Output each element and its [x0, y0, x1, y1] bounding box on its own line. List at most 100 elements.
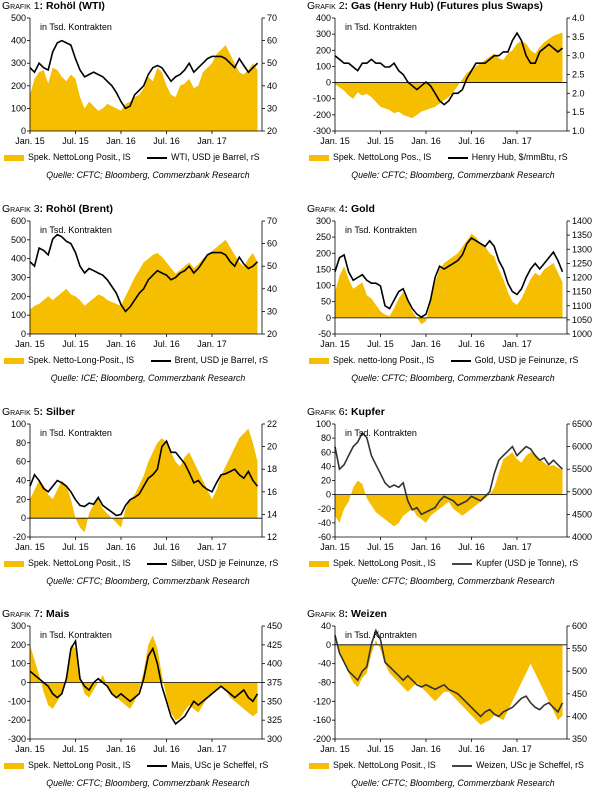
right-tick-label: 550 — [572, 644, 587, 654]
right-tick-label: 1.0 — [572, 126, 585, 136]
right-tick-label: 375 — [267, 678, 282, 688]
right-tick-label: 70 — [267, 216, 277, 226]
legend-swatch-area — [309, 560, 329, 567]
legend-item-position: Spek. NettoLong Posit., lS — [4, 152, 131, 162]
legend-item-position: Spek. NettoLong Posit., lS — [309, 558, 436, 568]
x-tick-label: Jan. 17 — [502, 744, 532, 754]
chart-panel-brent: Grafik 3: Rohöl (Brent) 0 100 200 300 400 500… — [0, 203, 296, 405]
x-tick-label: Jul. 15 — [62, 744, 89, 754]
legend-item-price: Brent, USD je Barrel, rS — [150, 355, 268, 365]
right-tick-label: 70 — [267, 13, 277, 23]
left-tick-label: -20 — [13, 532, 26, 542]
x-tick-label: Jan. 17 — [197, 136, 227, 146]
right-tick-label: 12 — [267, 532, 277, 542]
right-tick-label: 16 — [267, 487, 277, 497]
legend-swatch-line — [450, 359, 471, 362]
right-tick-label: 3.5 — [572, 32, 585, 42]
x-tick-label: Jul. 16 — [458, 136, 485, 146]
left-tick-label: 0 — [21, 678, 26, 688]
left-tick-label: 200 — [11, 640, 26, 650]
right-tick-label: 325 — [267, 715, 282, 725]
x-tick-label: Jan. 17 — [502, 542, 532, 552]
left-tick-label: -40 — [318, 659, 331, 669]
right-tick-label: 40 — [267, 81, 277, 91]
right-tick-label: 60 — [267, 36, 277, 46]
left-tick-label: 50 — [321, 297, 331, 307]
x-tick-label: Jul. 16 — [458, 744, 485, 754]
line-series-price — [334, 236, 564, 318]
chart-panel-wti: Grafik 1: Rohöl (WTI) 0 100 200 300 400 500 20… — [0, 0, 296, 202]
left-tick-label: 0 — [326, 490, 331, 500]
legend-item-position: Spek. NettoLong Posit., lS — [309, 760, 436, 770]
left-tick-label: 300 — [316, 29, 331, 39]
legend-swatch-line — [452, 562, 473, 565]
x-tick-label: Jul. 15 — [367, 339, 394, 349]
chart-svg: -50 0 50 100 150 200 250 300 1000 1050 1100 1150 120… — [316, 216, 592, 349]
area-series-position — [335, 640, 563, 725]
chart-title: Grafik 5: Silber — [2, 406, 76, 418]
x-tick-label: Jan. 17 — [502, 339, 532, 349]
legend-swatch-area — [4, 560, 24, 567]
right-tick-label: 20 — [267, 329, 277, 339]
left-tick-label: 0 — [21, 513, 26, 523]
left-tick-label: 40 — [16, 476, 26, 486]
right-tick-label: 1100 — [572, 301, 591, 311]
chart-panel-gold: Grafik 4: Gold -50 0 50 100 150 200 250 300 1000… — [305, 203, 601, 405]
right-tick-label: 300 — [267, 734, 282, 744]
left-tick-label: 80 — [321, 433, 331, 443]
chart-annotation: in Tsd. Kontrakten — [345, 630, 417, 640]
line-series-price — [334, 31, 564, 106]
chart-svg: 0 100 200 300 400 500 600 20 30 40 50 60 70 Jan. 15 Ju… — [11, 216, 277, 349]
x-tick-label: Jan. 16 — [106, 136, 136, 146]
right-tick-label: 350 — [572, 734, 587, 744]
legend-item-price: Weizen, USc je Scheffel, rS — [452, 760, 584, 770]
x-tick-label: Jul. 16 — [458, 339, 485, 349]
right-tick-label: 22 — [267, 419, 277, 429]
x-tick-label: Jul. 15 — [62, 542, 89, 552]
x-tick-label: Jan. 16 — [411, 339, 441, 349]
right-tick-label: 600 — [572, 621, 587, 631]
x-tick-label: Jul. 15 — [62, 136, 89, 146]
chart-title: Grafik 6: Kupfer — [307, 406, 385, 418]
chart-source: Quelle: CFTC; Bloomberg, Commerzbank Res… — [46, 170, 250, 180]
left-tick-label: 60 — [16, 457, 26, 467]
x-tick-label: Jul. 15 — [367, 744, 394, 754]
x-tick-label: Jul. 15 — [62, 339, 89, 349]
x-tick-label: Jan. 17 — [197, 744, 227, 754]
chart-source: Quelle: CFTC; Bloomberg, Commerzbank Res… — [46, 778, 250, 788]
legend-item-price: Kupfer (USD je Tonne), rS — [452, 558, 578, 568]
line-series-price — [29, 638, 259, 726]
line-series-price — [29, 233, 259, 313]
left-tick-label: 0 — [326, 78, 331, 88]
x-tick-label: Jul. 16 — [153, 339, 180, 349]
chart-title: Grafik 7: Mais — [2, 608, 70, 620]
right-tick-label: 20 — [267, 126, 277, 136]
left-tick-label: -300 — [8, 734, 26, 744]
chart-legend: Spek. Netto-Long-Posit., lS Brent, USD j… — [4, 355, 282, 367]
chart-source: Quelle: CFTC; Bloomberg, Commerzbank Res… — [351, 373, 555, 383]
left-tick-label: 500 — [11, 13, 26, 23]
x-tick-label: Jan. 15 — [15, 542, 45, 552]
left-tick-label: -100 — [313, 94, 331, 104]
left-tick-label: 100 — [11, 659, 26, 669]
chart-svg: -300 -200 -100 0 100 200 300 400 1.0 1.5 2.0 2.5 3.0… — [313, 13, 585, 146]
right-tick-label: 400 — [267, 659, 282, 669]
x-tick-label: Jan. 17 — [197, 339, 227, 349]
legend-swatch-line — [447, 156, 468, 159]
chart-annotation: in Tsd. Kontrakten — [345, 428, 417, 438]
x-tick-label: Jan. 16 — [106, 339, 136, 349]
line-series-price — [29, 439, 259, 517]
left-tick-label: 0 — [21, 126, 26, 136]
left-tick-label: 300 — [11, 58, 26, 68]
left-tick-label: -60 — [318, 532, 331, 542]
area-series-position — [335, 32, 563, 119]
x-tick-label: Jan. 15 — [15, 136, 45, 146]
left-tick-label: 400 — [11, 36, 26, 46]
chart-annotation: in Tsd. Kontrakten — [40, 22, 112, 32]
left-tick-label: 100 — [316, 419, 331, 429]
x-tick-label: Jan. 15 — [320, 136, 350, 146]
left-tick-label: 200 — [11, 291, 26, 301]
right-tick-label: 6500 — [572, 419, 592, 429]
right-tick-label: 4000 — [572, 532, 592, 542]
right-tick-label: 30 — [267, 306, 277, 316]
